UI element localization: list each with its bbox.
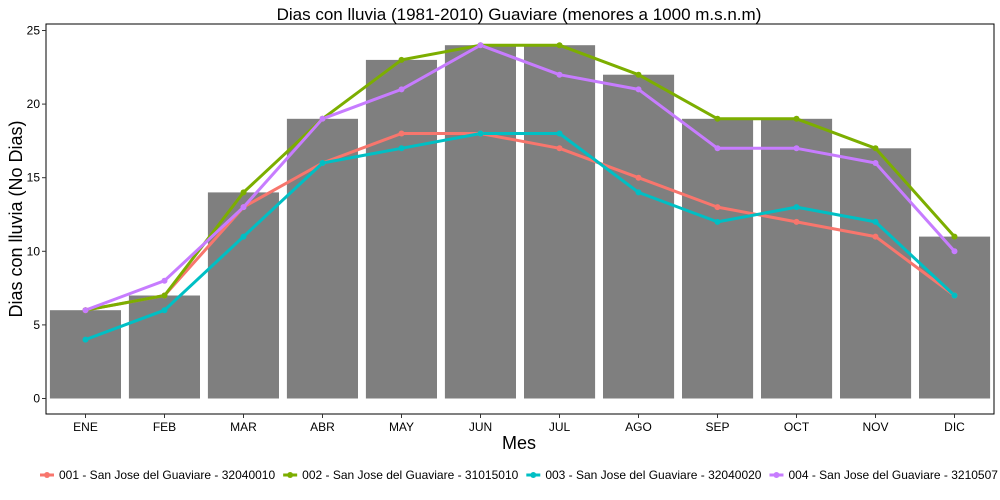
- y-axis: 0 5 10 15 20 25: [27, 24, 46, 406]
- series-2-point-dic: [951, 233, 958, 240]
- bar-mar: [207, 192, 279, 399]
- points-layer: [82, 42, 958, 343]
- y-tick-label-10: 10: [27, 244, 41, 258]
- legend-label-3: 003 - San Jose del Guaviare - 32040020: [545, 468, 761, 482]
- series-2-point-may: [398, 56, 405, 63]
- series-1-point-jul: [556, 145, 563, 152]
- series-2-point-ago: [635, 71, 642, 78]
- series-2-point-jul: [556, 42, 563, 49]
- bar-jul: [524, 45, 596, 399]
- series-4-point-ene: [82, 307, 89, 314]
- series-3-point-ago: [635, 189, 642, 196]
- bar-oct: [761, 118, 833, 399]
- chart-title: Dias con lluvia (1981-2010) Guaviare (me…: [277, 5, 762, 24]
- series-2-point-oct: [793, 115, 800, 122]
- series-3-point-ene: [82, 336, 89, 343]
- series-3-point-jul: [556, 130, 563, 137]
- legend: 001 - San Jose del Guaviare - 32040010 00…: [40, 468, 998, 482]
- x-tick-label-ago: AGO: [625, 420, 652, 434]
- x-axis: ENE FEB MAR ABR MAY JUN JUL AGO SEP OCT NOV DIC: [73, 414, 965, 434]
- bars-layer: [49, 45, 991, 399]
- legend-key-point-1: [44, 472, 50, 478]
- y-tick-label-20: 20: [27, 97, 41, 111]
- legend-key-point-3: [530, 472, 537, 478]
- series-4-point-sep: [714, 145, 721, 152]
- legend-label-1: 001 - San Jose del Guaviare - 32040010: [59, 468, 275, 482]
- bar-may: [365, 59, 437, 399]
- bar-sep: [682, 118, 754, 399]
- y-tick-label-5: 5: [33, 318, 40, 332]
- series-3-point-mar: [240, 233, 247, 240]
- plot-panel: [45, 23, 995, 415]
- series-1-point-oct: [793, 218, 800, 225]
- series-1-point-nov: [872, 233, 879, 240]
- series-4-point-nov: [872, 160, 879, 166]
- series-4-point-oct: [793, 145, 800, 152]
- series-3-point-sep: [714, 218, 721, 225]
- series-line-3: [84, 132, 956, 342]
- legend-key-point-4: [773, 472, 780, 478]
- series-4-point-abr: [319, 115, 326, 122]
- y-axis-title: Dias con lluvia (No Dias): [6, 120, 26, 317]
- series-line-4: [84, 43, 956, 312]
- series-3-point-feb: [161, 307, 168, 314]
- y-tick-label-25: 25: [27, 24, 41, 38]
- bar-ago: [603, 74, 675, 399]
- x-tick-label-mar: MAR: [230, 420, 257, 434]
- series-4-point-jul: [556, 71, 563, 78]
- x-tick-label-sep: SEP: [705, 420, 729, 434]
- series-4-point-feb: [161, 277, 168, 284]
- x-tick-label-abr: ABR: [310, 420, 335, 434]
- x-tick-label-dic: DIC: [944, 420, 965, 434]
- legend-label-4: 004 - San Jose del Guaviare - 3210507: [788, 468, 998, 482]
- series-4-point-may: [398, 86, 405, 93]
- series-1-point-sep: [714, 204, 721, 211]
- bar-dic: [919, 236, 991, 399]
- series-4-point-mar: [240, 204, 247, 211]
- x-tick-label-jun: JUN: [469, 420, 492, 434]
- series-3-point-dic: [951, 292, 958, 299]
- series-2-point-feb: [161, 292, 168, 299]
- series-3-point-nov: [872, 218, 879, 225]
- legend-key-point-2: [287, 472, 294, 478]
- x-tick-label-jul: JUL: [549, 420, 571, 434]
- series-3-point-abr: [319, 160, 326, 166]
- series-3-point-jun: [477, 130, 484, 137]
- bar-nov: [840, 148, 912, 399]
- legend-label-2: 002 - San Jose del Guaviare - 31015010: [302, 468, 518, 482]
- y-tick-label-0: 0: [33, 392, 40, 406]
- series-4-point-ago: [635, 86, 642, 93]
- series-line-1: [84, 132, 956, 312]
- series-1-point-ago: [635, 174, 642, 181]
- x-tick-label-nov: NOV: [862, 420, 888, 434]
- series-4-point-dic: [951, 248, 958, 255]
- series-line-2: [84, 43, 956, 312]
- bar-jun: [444, 45, 516, 399]
- series-2-point-mar: [240, 189, 247, 196]
- lines-layer: [84, 43, 956, 342]
- x-tick-label-ene: ENE: [73, 420, 98, 434]
- series-1-point-may: [398, 130, 405, 137]
- series-4-point-jun: [477, 42, 484, 49]
- series-2-point-sep: [714, 115, 721, 122]
- x-tick-label-may: MAY: [389, 420, 414, 434]
- x-tick-label-oct: OCT: [784, 420, 810, 434]
- y-tick-label-15: 15: [27, 171, 41, 185]
- x-axis-title: Mes: [502, 433, 536, 453]
- series-3-point-may: [398, 145, 405, 152]
- series-3-point-oct: [793, 204, 800, 211]
- series-2-point-nov: [872, 145, 879, 152]
- x-tick-label-feb: FEB: [153, 420, 176, 434]
- bar-ene: [49, 310, 121, 399]
